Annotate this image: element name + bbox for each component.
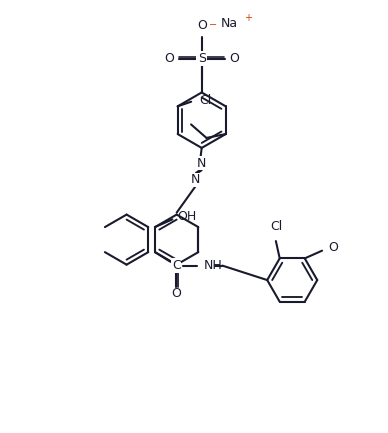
Text: O: O (164, 52, 174, 65)
Text: O: O (197, 19, 207, 32)
Text: C: C (172, 259, 180, 272)
Text: +: + (244, 13, 252, 23)
Text: O: O (329, 242, 338, 255)
Text: Cl: Cl (199, 94, 211, 107)
Text: S: S (198, 52, 206, 65)
Text: OH: OH (177, 210, 197, 223)
Text: O: O (230, 52, 239, 65)
Text: Cl: Cl (270, 220, 283, 233)
Text: −: − (209, 19, 217, 29)
Text: N: N (191, 173, 201, 186)
Text: NH: NH (204, 259, 223, 272)
Text: N: N (197, 157, 206, 170)
Text: O: O (171, 287, 181, 300)
Text: Na: Na (221, 17, 238, 30)
